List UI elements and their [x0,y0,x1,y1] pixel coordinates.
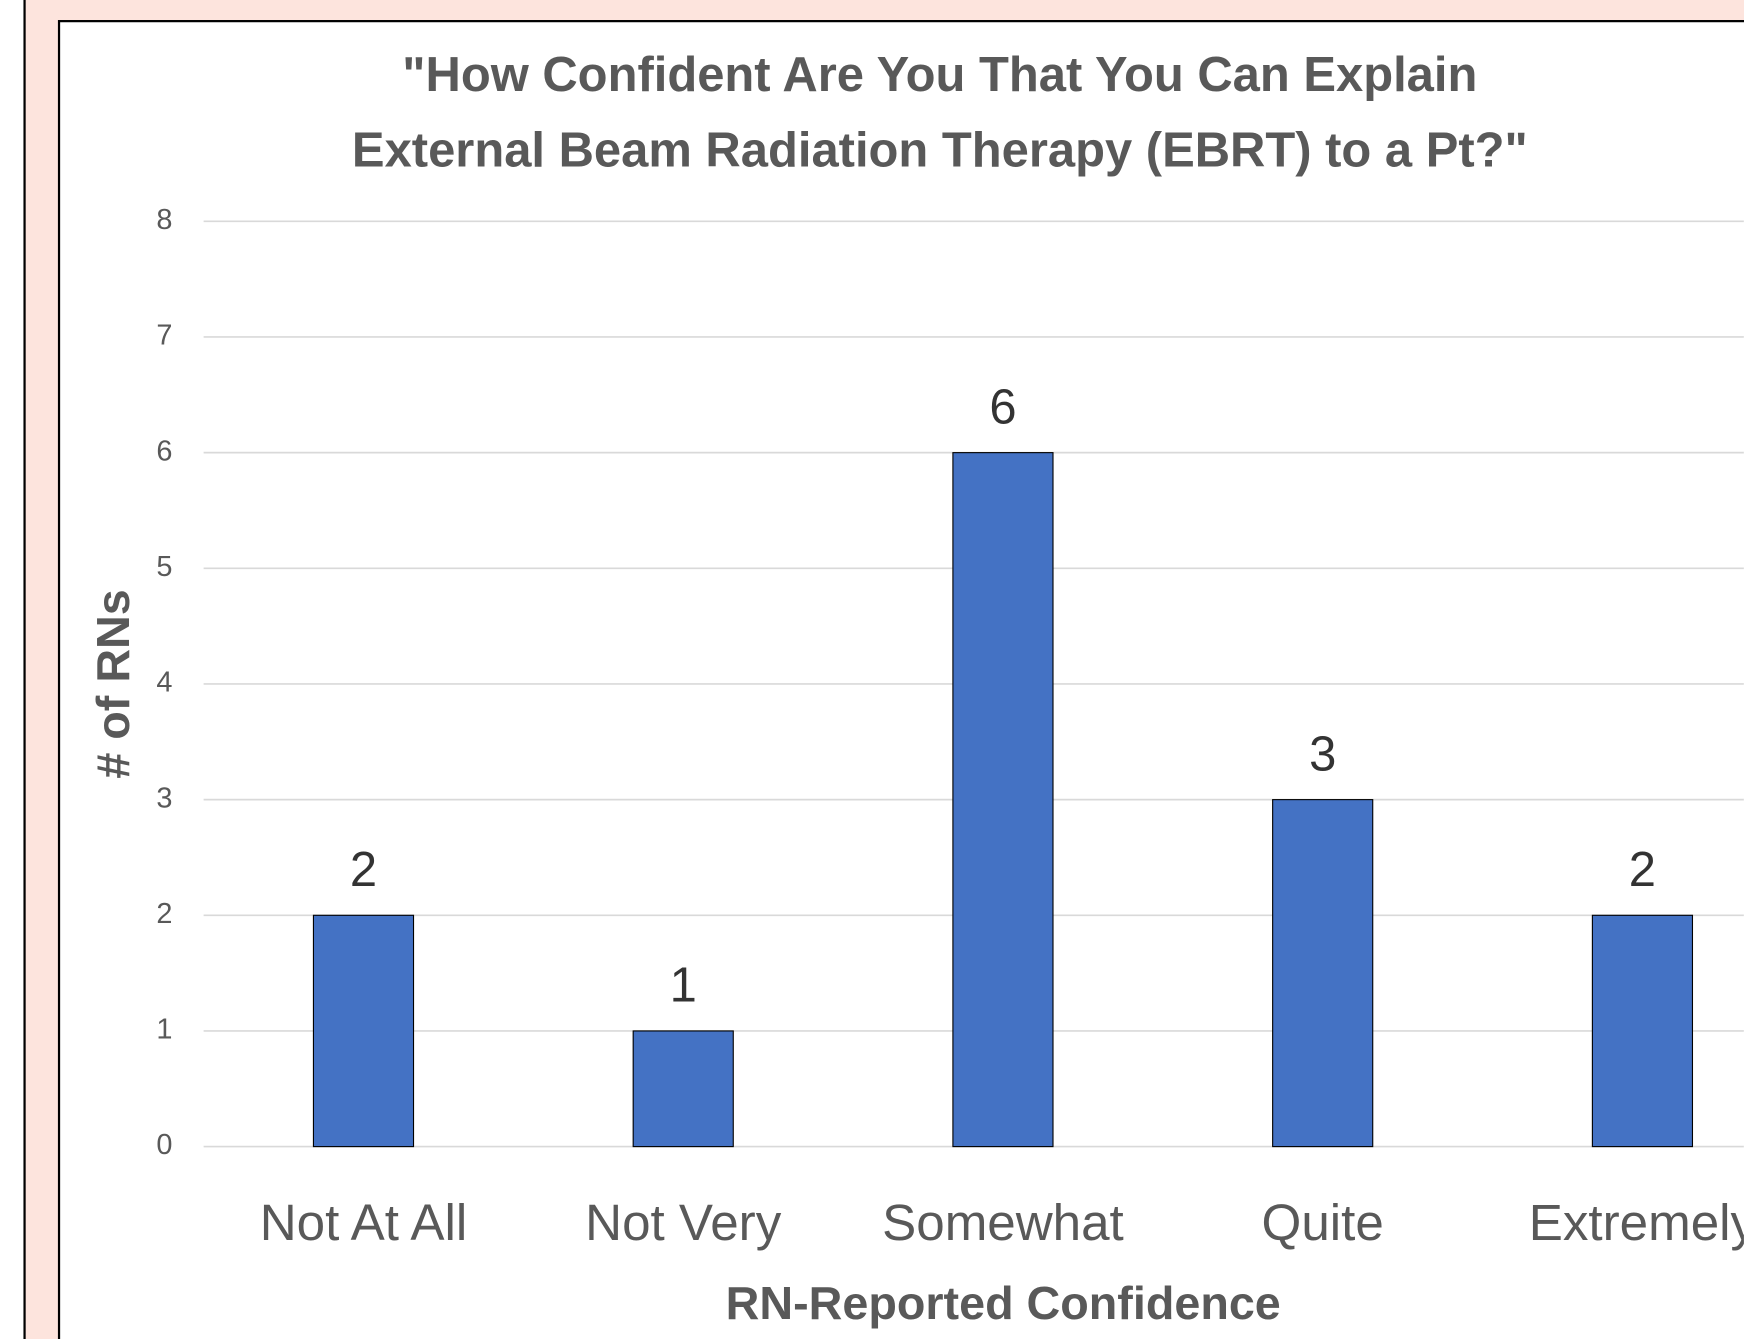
data-label: 1 [670,959,697,1013]
y-tick-label: 1 [156,1014,172,1046]
y-tick-label: 8 [156,204,172,236]
bar [1272,799,1374,1148]
data-label: 2 [1629,843,1656,897]
y-tick-label: 6 [156,435,172,467]
x-tick-label: Somewhat [882,1194,1124,1251]
x-tick-label: Quite [1262,1194,1384,1251]
y-tick-label: 5 [156,551,172,583]
x-tick-label: Not At All [260,1194,468,1251]
y-tick-label: 4 [156,667,172,699]
chart-title: External Beam Radiation Therapy (EBRT) t… [352,123,1528,177]
x-tick-label: Extremely [1529,1194,1744,1251]
bar [632,1030,734,1148]
y-tick-label: 0 [156,1129,172,1161]
data-label: 6 [989,380,1016,434]
chart-title: "How Confident Are You That You Can Expl… [402,48,1477,102]
bar [312,914,415,1148]
y-axis-title: # of RNs [87,589,139,778]
y-tick-label: 2 [156,898,172,930]
data-label: 3 [1309,727,1336,781]
y-tick-label: 3 [156,782,172,814]
x-tick-label: Not Very [585,1194,782,1251]
data-label: 2 [350,843,377,897]
plot-area: "How Confident Are You That You Can Expl… [87,48,1744,1329]
side-panel [0,0,26,1339]
y-tick-label: 7 [156,320,172,352]
chart-panel [57,20,1744,1339]
x-axis-title: RN-Reported Confidence [726,1277,1281,1329]
bar [952,452,1054,1148]
bar [1591,914,1694,1148]
